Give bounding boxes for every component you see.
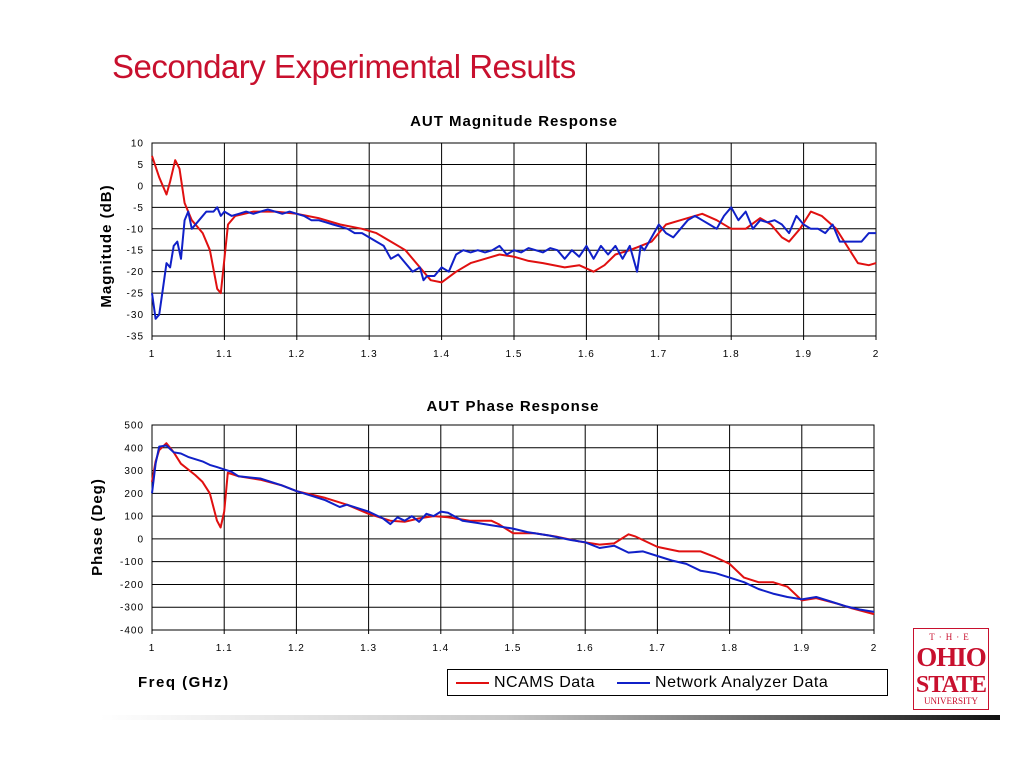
phase-ytick-label: -100 <box>120 557 144 568</box>
magnitude-xtick-label: 1.8 <box>723 349 740 360</box>
svg-text:UNIVERSITY: UNIVERSITY <box>924 696 978 706</box>
phase-xtick-label: 1.5 <box>505 643 522 654</box>
magnitude-ytick-label: -5 <box>133 203 144 214</box>
slide-title: Secondary Experimental Results <box>112 48 576 85</box>
x-axis-label: Freq (GHz) <box>138 674 230 691</box>
legend-swatch-network <box>617 681 651 684</box>
phase-xtick-label: 1.7 <box>649 643 666 654</box>
magnitude-xtick-label: 1 <box>149 349 156 360</box>
phase-ytick-label: -400 <box>120 626 144 637</box>
phase-xtick-label: 1.9 <box>793 643 810 654</box>
phase-y-axis-label: Phase (Deg) <box>89 478 106 576</box>
svg-text:STATE: STATE <box>916 672 986 698</box>
phase-ytick-label: 0 <box>137 534 144 545</box>
phase-ytick-label: 300 <box>124 466 144 477</box>
magnitude-ytick-label: -35 <box>127 332 144 343</box>
magnitude-ytick-label: 10 <box>131 139 144 150</box>
svg-text:T·H·E: T·H·E <box>929 632 973 642</box>
phase-xtick-label: 1 <box>149 643 156 654</box>
svg-text:OHIO: OHIO <box>916 642 986 672</box>
phase-ytick-label: -300 <box>120 603 144 614</box>
magnitude-xtick-label: 2 <box>873 349 880 360</box>
magnitude-xtick-label: 1.7 <box>650 349 667 360</box>
magnitude-series-network-analyzer <box>151 206 876 320</box>
legend: NCAMS Data Network Analyzer Data <box>447 669 888 696</box>
phase-series-network-analyzer <box>151 444 875 613</box>
magnitude-xtick-label: 1.2 <box>288 349 305 360</box>
magnitude-ytick-label: 0 <box>137 181 144 192</box>
magnitude-xtick-label: 1.3 <box>361 349 378 360</box>
phase-xtick-label: 1.4 <box>432 643 449 654</box>
magnitude-ytick-label: 5 <box>137 160 144 171</box>
magnitude-xtick-label: 1.5 <box>506 349 523 360</box>
magnitude-y-axis-label: Magnitude (dB) <box>98 184 115 307</box>
phase-xtick-label: 2 <box>871 643 878 654</box>
phase-ytick-label: -200 <box>120 580 144 591</box>
legend-swatch-ncams <box>456 681 489 684</box>
phase-xtick-label: 1.2 <box>288 643 305 654</box>
legend-item-network: Network Analyzer Data <box>617 674 828 692</box>
phase-xtick-label: 1.6 <box>577 643 594 654</box>
magnitude-ytick-label: -15 <box>127 246 144 257</box>
magnitude-series-ncams <box>151 155 877 295</box>
magnitude-ytick-label: -30 <box>127 310 144 321</box>
phase-ytick-label: 100 <box>124 512 144 523</box>
phase-xtick-label: 1.3 <box>360 643 377 654</box>
magnitude-xtick-label: 1.4 <box>433 349 450 360</box>
magnitude-chart-title: AUT Magnitude Response <box>410 113 618 130</box>
bottom-rule <box>100 715 1000 720</box>
ohio-state-logo: T·H·E OHIO STATE UNIVERSITY <box>913 628 989 710</box>
magnitude-ytick-label: -25 <box>127 289 144 300</box>
legend-label-ncams: NCAMS Data <box>494 673 596 691</box>
phase-xtick-label: 1.8 <box>721 643 738 654</box>
legend-item-ncams: NCAMS Data <box>456 674 595 692</box>
magnitude-ytick-label: -20 <box>127 267 144 278</box>
phase-xtick-label: 1.1 <box>216 643 233 654</box>
legend-label-network: Network Analyzer Data <box>655 673 829 691</box>
magnitude-xtick-label: 1.6 <box>578 349 595 360</box>
phase-chart-title: AUT Phase Response <box>426 398 599 415</box>
magnitude-xtick-label: 1.1 <box>216 349 233 360</box>
magnitude-ytick-label: -10 <box>127 224 144 235</box>
phase-ytick-label: 200 <box>124 489 144 500</box>
magnitude-xtick-label: 1.9 <box>795 349 812 360</box>
phase-ytick-label: 500 <box>124 421 144 432</box>
phase-ytick-label: 400 <box>124 443 144 454</box>
